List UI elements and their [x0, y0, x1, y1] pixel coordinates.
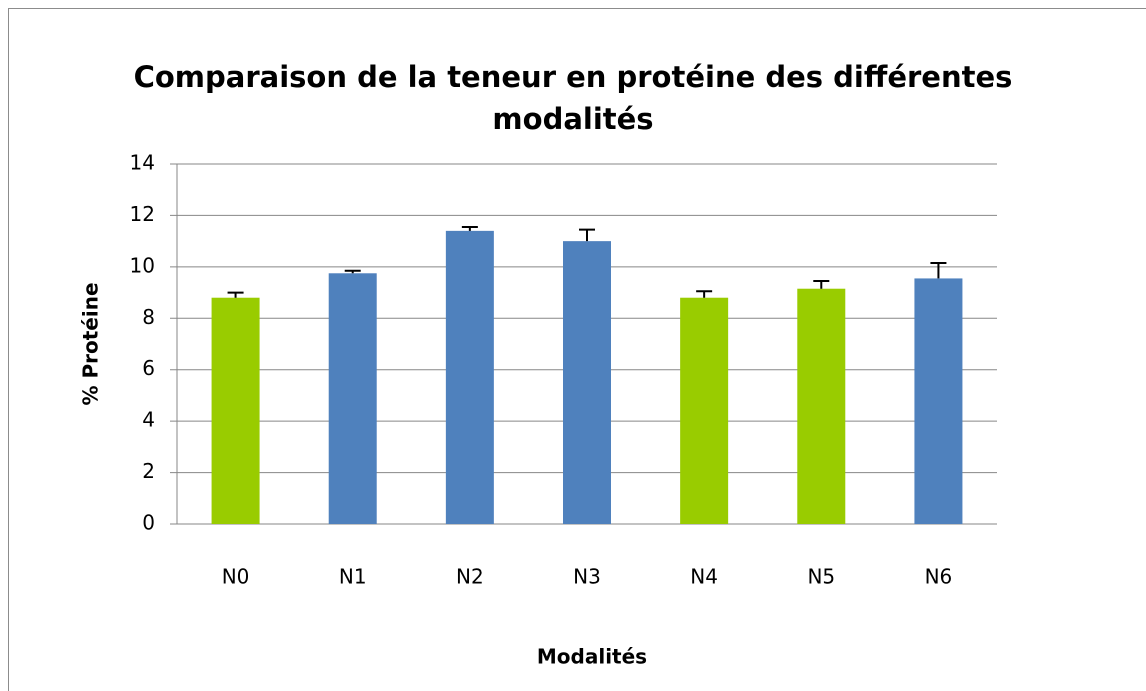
error-bar — [579, 228, 595, 242]
bar — [445, 230, 494, 524]
chart-title: Comparaison de la teneur en protéine des… — [133, 60, 1013, 136]
bar — [211, 297, 260, 524]
y-tick-label: 8 — [142, 305, 155, 329]
error-bar — [930, 262, 947, 279]
y-tick-label: 6 — [142, 356, 155, 380]
error-bar — [696, 290, 713, 298]
error-bar — [227, 291, 244, 298]
x-tick-label: N5 — [807, 565, 835, 589]
error-bar — [813, 280, 830, 289]
x-tick-label: N4 — [690, 565, 718, 589]
bar — [563, 241, 611, 524]
bar — [328, 273, 377, 524]
bar — [797, 288, 846, 524]
bar — [680, 297, 729, 524]
chart-frame — [8, 8, 1146, 691]
y-tick-label: 14 — [130, 151, 155, 175]
y-axis-label: % Protéine — [79, 282, 103, 405]
x-tick-label: N6 — [925, 565, 953, 589]
y-tick-label: 4 — [142, 408, 155, 432]
bar — [914, 278, 963, 524]
x-tick-label: N1 — [339, 565, 367, 589]
y-tick-label: 0 — [142, 511, 155, 535]
y-tick-label: 12 — [130, 202, 155, 226]
x-tick-label: N0 — [222, 565, 250, 589]
x-axis-label: Modalités — [537, 645, 647, 669]
x-tick-label: N3 — [573, 565, 601, 589]
y-tick-label: 2 — [142, 459, 155, 483]
error-bar — [344, 269, 361, 274]
error-bar — [461, 226, 478, 231]
x-tick-label: N2 — [456, 565, 484, 589]
y-tick-label: 10 — [130, 253, 155, 277]
